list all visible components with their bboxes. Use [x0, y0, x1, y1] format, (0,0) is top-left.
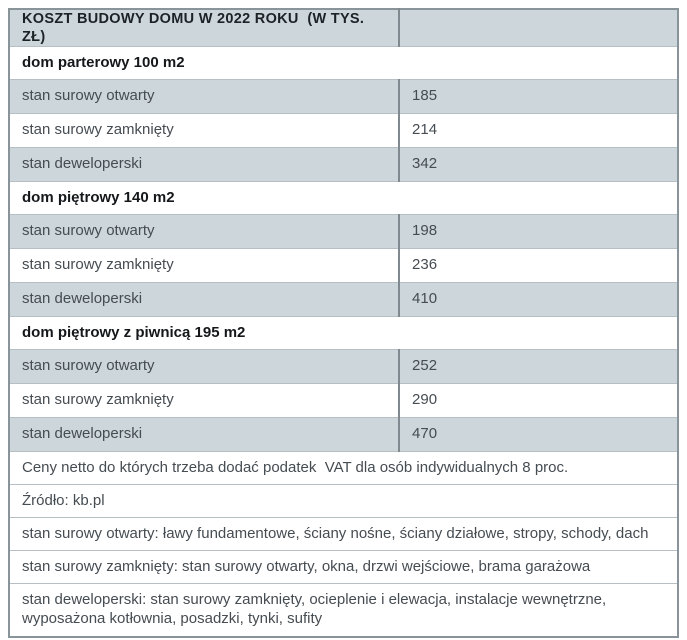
row-label: stan surowy zamknięty: [9, 113, 400, 149]
table-row: stan surowy otwarty 252: [9, 349, 678, 385]
row-value: 236: [398, 248, 678, 284]
row-label: stan surowy otwarty: [9, 79, 400, 115]
row-label: stan deweloperski: [9, 147, 400, 183]
row-label: stan surowy zamknięty: [9, 248, 400, 284]
section-header: dom piętrowy z piwnicą 195 m2: [9, 316, 678, 351]
table-title: KOSZT BUDOWY DOMU W 2022 ROKU (W TYS. ZŁ…: [9, 8, 400, 48]
section-header-row: dom piętrowy z piwnicą 195 m2: [9, 316, 678, 351]
note-row-vat: Ceny netto do których trzeba dodać podat…: [9, 451, 678, 486]
row-label: stan deweloperski: [9, 417, 400, 453]
section-header: dom parterowy 100 m2: [9, 46, 678, 81]
row-label: stan surowy otwarty: [9, 349, 400, 385]
table-row: stan deweloperski 410: [9, 282, 678, 318]
row-value: 342: [398, 147, 678, 183]
note-text: stan surowy zamknięty: stan surowy otwar…: [9, 550, 678, 585]
table-title-row: KOSZT BUDOWY DOMU W 2022 ROKU (W TYS. ZŁ…: [9, 8, 678, 48]
cost-table-container: KOSZT BUDOWY DOMU W 2022 ROKU (W TYS. ZŁ…: [8, 8, 679, 638]
row-value: 470: [398, 417, 678, 453]
row-label: stan surowy otwarty: [9, 214, 400, 250]
row-value: 290: [398, 383, 678, 419]
row-value: 185: [398, 79, 678, 115]
note-row-definition-deweloperski: stan deweloperski: stan surowy zamknięty…: [9, 583, 678, 638]
table-row: stan surowy zamknięty 236: [9, 248, 678, 284]
row-value: 252: [398, 349, 678, 385]
row-label: stan surowy zamknięty: [9, 383, 400, 419]
source-text: Źródło: kb.pl: [9, 484, 678, 519]
note-row-definition-zamkniety: stan surowy zamknięty: stan surowy otwar…: [9, 550, 678, 585]
table-row: stan surowy zamknięty 214: [9, 113, 678, 149]
note-row-source: Źródło: kb.pl: [9, 484, 678, 519]
section-header-row: dom parterowy 100 m2: [9, 46, 678, 81]
section-header: dom piętrowy 140 m2: [9, 181, 678, 216]
note-text: stan surowy otwarty: ławy fundamentowe, …: [9, 517, 678, 552]
section-header-row: dom piętrowy 140 m2: [9, 181, 678, 216]
table-title-empty-cell: [398, 8, 678, 48]
note-text: stan deweloperski: stan surowy zamknięty…: [9, 583, 678, 638]
note-row-definition-otwarty: stan surowy otwarty: ławy fundamentowe, …: [9, 517, 678, 552]
table-row: stan surowy otwarty 198: [9, 214, 678, 250]
row-value: 410: [398, 282, 678, 318]
table-row: stan deweloperski 470: [9, 417, 678, 453]
note-text: Ceny netto do których trzeba dodać podat…: [9, 451, 678, 486]
table-row: stan surowy zamknięty 290: [9, 383, 678, 419]
table-row: stan surowy otwarty 185: [9, 79, 678, 115]
row-label: stan deweloperski: [9, 282, 400, 318]
row-value: 214: [398, 113, 678, 149]
cost-table: KOSZT BUDOWY DOMU W 2022 ROKU (W TYS. ZŁ…: [8, 8, 679, 638]
table-row: stan deweloperski 342: [9, 147, 678, 183]
row-value: 198: [398, 214, 678, 250]
